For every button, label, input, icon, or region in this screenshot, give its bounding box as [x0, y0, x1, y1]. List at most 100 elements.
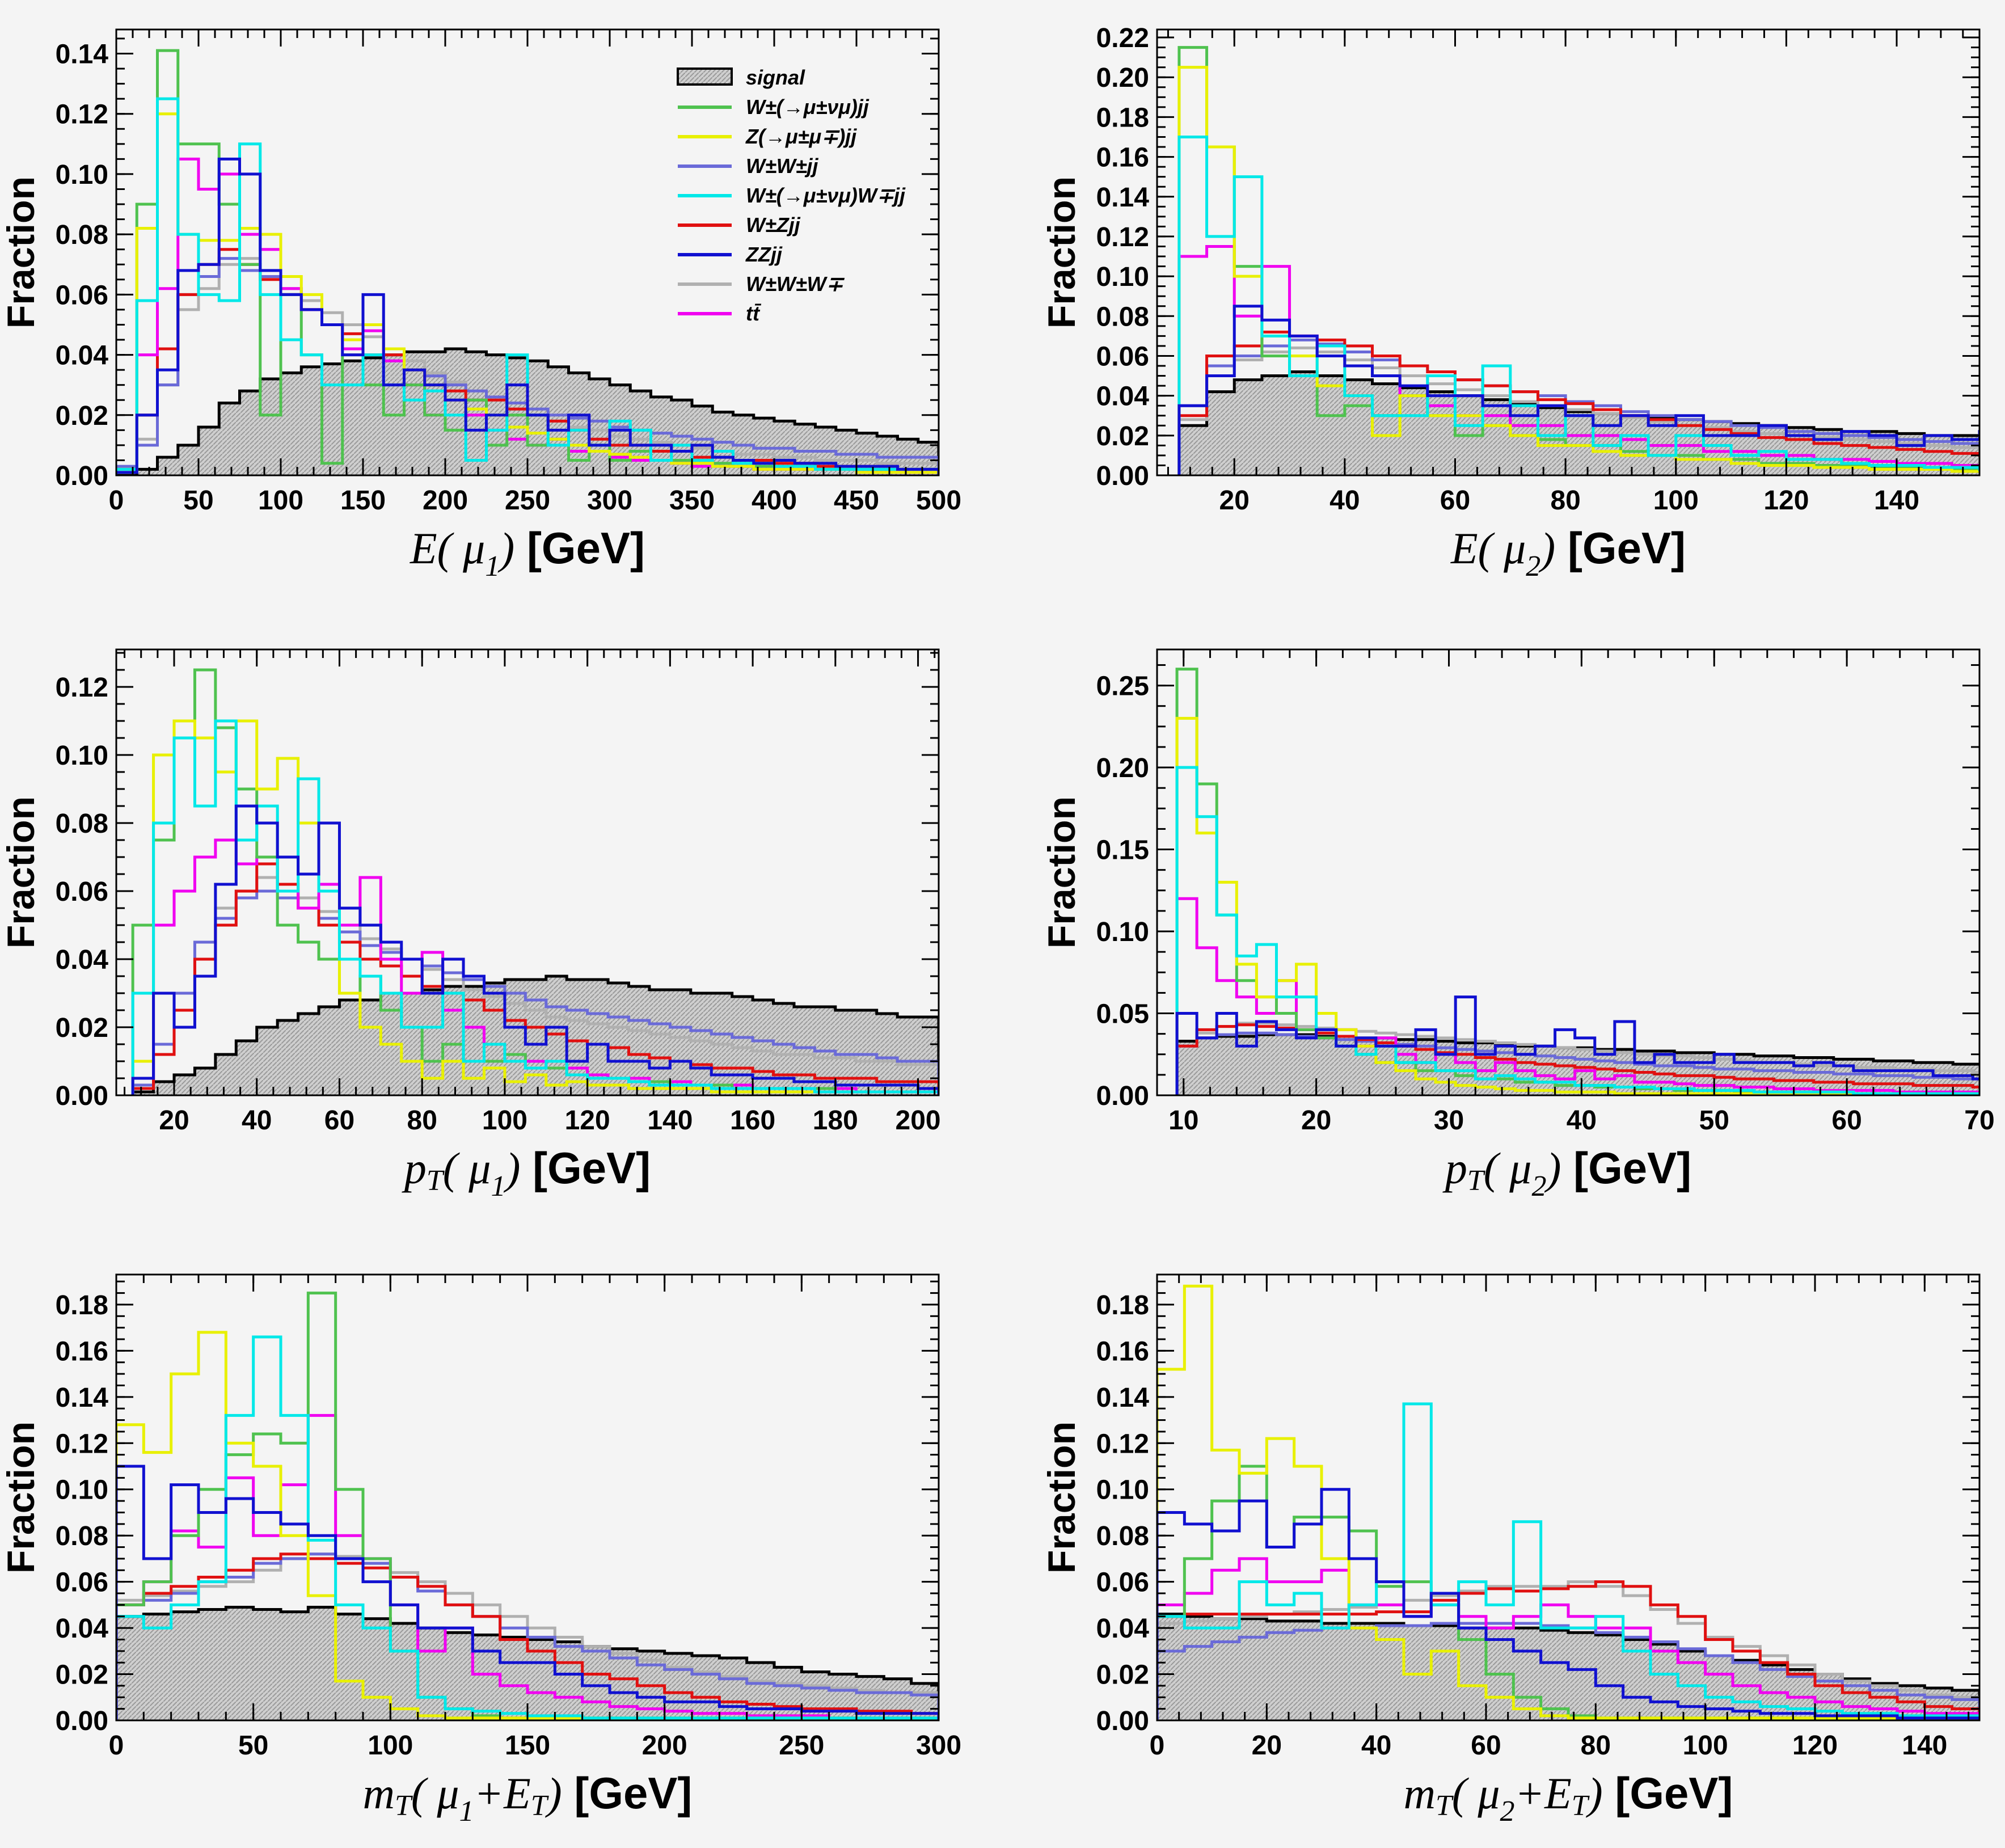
- histograms: [1177, 46, 1979, 475]
- y-tick-label: 0.05: [1096, 999, 1149, 1030]
- legend-label-tt: tt̄: [746, 302, 761, 325]
- x-tick-label: 350: [669, 486, 715, 516]
- x-tick-label: 120: [565, 1106, 610, 1136]
- panel-mT_mu1: 0.00 0.02 0.04 0.06 0.08 0.10 0.12 0.14 0.16 0.18…: [0, 1273, 961, 1828]
- y-tick-label: 0.02: [56, 1660, 108, 1690]
- x-tick-label: 40: [1361, 1731, 1391, 1761]
- x-tick-label: 20: [1252, 1731, 1282, 1761]
- legend-label-signal: signal: [746, 66, 805, 89]
- x-tick-label: 80: [407, 1106, 437, 1136]
- x-tick-label: 60: [1831, 1106, 1862, 1136]
- y-axis-label: Fraction: [1040, 1421, 1083, 1573]
- x-axis-label: pT( μ2) [GeV]: [1442, 1143, 1691, 1203]
- y-tick-label: 0.10: [56, 741, 108, 771]
- panel-E_mu1: 0.00 0.02 0.04 0.06 0.08 0.10 0.12 0.14 0 50 100 15…: [0, 28, 961, 583]
- y-tick-label: 0.06: [56, 877, 108, 907]
- y-tick-label: 0.10: [1096, 1475, 1149, 1505]
- x-tick-label: 200: [642, 1731, 687, 1761]
- series-line-wjj: [1175, 668, 1979, 1095]
- plot-frame: [1156, 648, 1981, 1096]
- histograms: [131, 668, 939, 1095]
- x-tick-label: 10: [1168, 1106, 1198, 1136]
- x-tick-label: 30: [1434, 1106, 1464, 1136]
- x-tick-label: 0: [109, 486, 124, 516]
- y-tick-label: 0.02: [56, 1013, 108, 1043]
- x-tick-label: 400: [752, 486, 797, 516]
- x-tick-label: 80: [1581, 1731, 1611, 1761]
- x-tick-label: 100: [258, 486, 303, 516]
- series-line-signal: [131, 974, 939, 1095]
- y-tick-label: 0.08: [1096, 302, 1149, 332]
- x-tick-label: 0: [109, 1731, 124, 1761]
- series-line-www: [116, 1552, 939, 1720]
- x-tick-label: 60: [324, 1106, 354, 1136]
- x-tick-label: 200: [896, 1106, 941, 1136]
- legend-label-wjj: W±(→μ±νμ)jj: [746, 95, 869, 119]
- y-tick-label: 0.12: [1096, 222, 1149, 252]
- legend-label-wwjj2: W±(→μ±νμ)W∓jj: [746, 184, 906, 207]
- y-tick-label: 0.10: [1096, 262, 1149, 292]
- panel-pT_mu2: 0.00 0.05 0.10 0.15 0.20 0.25 10 20 30 40 50 60 70 Fr…: [1040, 648, 1995, 1203]
- x-tick-label: 60: [1440, 486, 1470, 516]
- y-tick-label: 0.02: [56, 401, 108, 431]
- x-tick-label: 50: [238, 1731, 268, 1761]
- x-tick-label: 50: [1699, 1106, 1729, 1136]
- y-tick-label: 0.06: [56, 280, 108, 310]
- x-tick-label: 100: [1683, 1731, 1728, 1761]
- x-tick-label: 450: [834, 486, 879, 516]
- x-tick-label: 20: [159, 1106, 189, 1136]
- panel-E_mu2: 0.00 0.02 0.04 0.06 0.08 0.10 0.12 0.14 0.16 0.18…: [1040, 23, 1981, 583]
- y-tick-label: 0.08: [56, 220, 108, 250]
- y-tick-label: 0.14: [1096, 183, 1150, 213]
- x-tick-label: 100: [1653, 486, 1699, 516]
- y-tick-label: 0.20: [1096, 63, 1149, 93]
- y-tick-label: 0.25: [1096, 672, 1149, 702]
- y-tick-label: 0.10: [56, 1475, 108, 1505]
- x-tick-label: 120: [1763, 486, 1809, 516]
- panel-pT_mu1: 0.00 0.02 0.04 0.06 0.08 0.10 0.12 20 40 60 80 100 1…: [0, 648, 941, 1203]
- y-axis-label: Fraction: [0, 176, 43, 328]
- x-axis-label: mT( μ1+ET) [GeV]: [363, 1768, 693, 1828]
- y-tick-label: 0.06: [1096, 341, 1149, 372]
- legend-label-wwjj: W±W±jj: [746, 154, 818, 178]
- histograms: [1175, 668, 1979, 1095]
- y-tick-label: 0.12: [56, 1429, 108, 1459]
- y-tick-label: 0.00: [56, 1706, 108, 1736]
- plot-frame: [1156, 28, 1981, 476]
- legend-label-wzjj: W±Zjj: [746, 213, 801, 237]
- x-axis-label: E( μ2) [GeV]: [1450, 523, 1686, 583]
- legend-label-zjj: Z(→μ±μ∓)jj: [745, 125, 857, 148]
- x-tick-label: 180: [813, 1106, 858, 1136]
- y-tick-label: 0.14: [56, 39, 109, 69]
- x-tick-label: 300: [916, 1731, 961, 1761]
- y-axis-label: Fraction: [1040, 176, 1083, 328]
- y-tick-label: 0.10: [56, 160, 108, 190]
- y-tick-label: 0.04: [56, 945, 109, 975]
- y-tick-label: 0.04: [1096, 1614, 1150, 1644]
- y-tick-label: 0.08: [56, 809, 108, 839]
- series-line-wwjj: [1175, 1031, 1979, 1095]
- series-line-wzjj: [116, 1552, 939, 1720]
- series-line-wwjj2: [116, 97, 939, 475]
- series-line-zzjj: [1177, 305, 1979, 475]
- x-tick-label: 20: [1301, 1106, 1331, 1136]
- x-tick-label: 140: [1874, 486, 1919, 516]
- series-line-zjj: [1157, 1284, 1979, 1720]
- y-tick-label: 0.04: [1096, 382, 1150, 412]
- y-tick-label: 0.16: [1096, 1336, 1149, 1366]
- x-tick-label: 80: [1550, 486, 1580, 516]
- y-tick-label: 0.04: [56, 1614, 109, 1644]
- series-line-zzjj: [116, 1465, 939, 1720]
- y-tick-label: 0.12: [56, 673, 108, 703]
- series-line-zzjj: [1157, 1488, 1979, 1720]
- x-tick-label: 140: [647, 1106, 693, 1136]
- x-tick-label: 500: [916, 486, 961, 516]
- y-tick-label: 0.20: [1096, 753, 1149, 783]
- x-tick-label: 60: [1471, 1731, 1501, 1761]
- y-tick-label: 0.12: [1096, 1429, 1149, 1459]
- y-tick-label: 0.00: [1096, 1706, 1149, 1736]
- x-tick-label: 200: [423, 486, 468, 516]
- y-axis-label: Fraction: [1040, 796, 1083, 948]
- x-tick-label: 120: [1792, 1731, 1838, 1761]
